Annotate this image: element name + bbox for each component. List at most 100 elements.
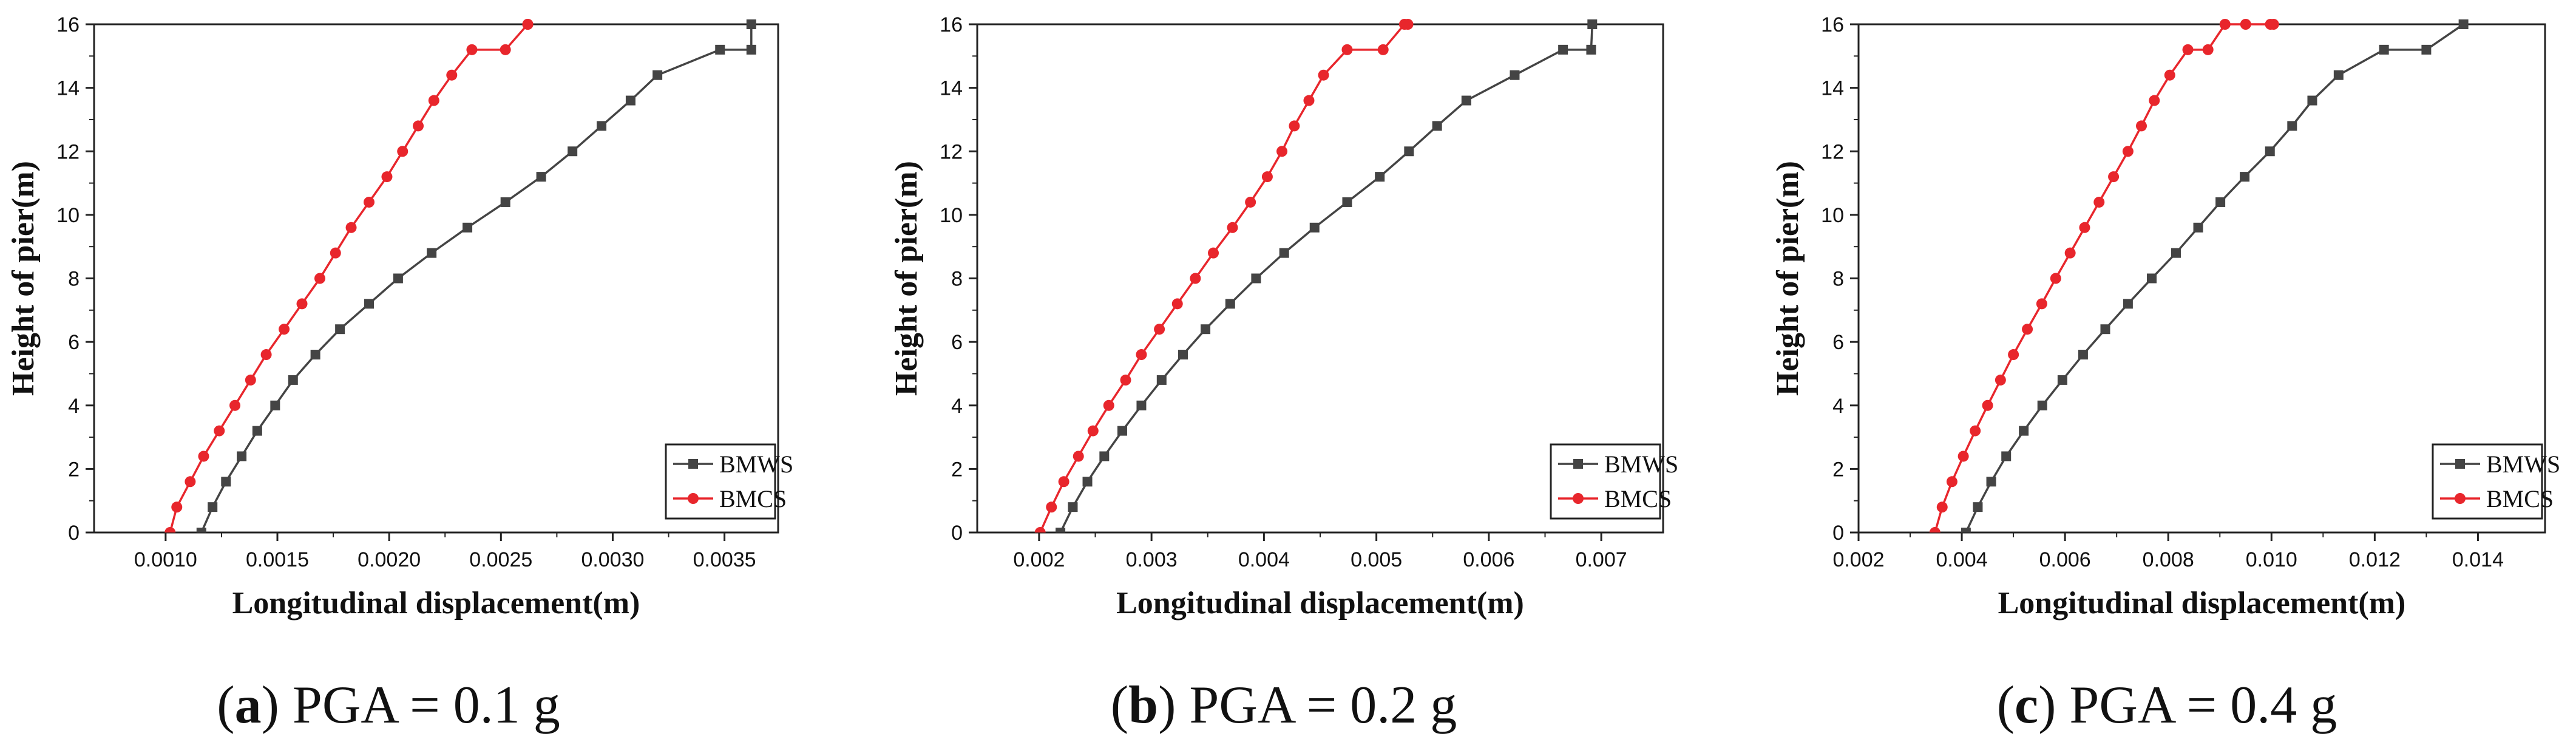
y-tick-label-b: 4 — [951, 395, 963, 418]
series-line-bmws-a — [200, 24, 753, 532]
series-line-bmcs-a — [169, 23, 529, 532]
point-bmws-a — [746, 44, 756, 55]
point-bmws-c — [2147, 273, 2157, 284]
point-bmws-b — [1099, 451, 1110, 461]
panel-b: (b) PGA = 0.2 g 0 2 4 6 8 10 12 14 16 0.002 0.003 0… — [889, 13, 1678, 735]
point-bmcs-b — [1087, 425, 1099, 437]
plot-area-c — [1929, 19, 2469, 532]
caption-letter-c: c — [2015, 676, 2038, 735]
series-line-bmcs-c — [1934, 23, 2274, 532]
point-bmcs-a — [229, 400, 241, 411]
point-bmcs-a — [185, 476, 196, 488]
x-tick-label-a: 0.0010 — [134, 548, 197, 571]
point-bmws-c — [2307, 95, 2317, 106]
x-axis-title-c: Longitudinal displacement(m) — [1998, 586, 2406, 621]
point-bmcs-b — [1103, 400, 1114, 411]
y-tick-label-b: 14 — [940, 77, 963, 100]
x-axis-title-b: Longitudinal displacement(m) — [1116, 586, 1524, 621]
point-bmws-b — [1342, 197, 1352, 207]
y-tick-label-c: 10 — [1821, 204, 1844, 227]
legend-marker-bmws-b — [1573, 459, 1583, 469]
caption-b: (b) PGA = 0.2 g — [1111, 676, 1457, 735]
legend-label-bmcs-b: BMCS — [1604, 485, 1672, 512]
point-bmcs-c — [1929, 527, 1940, 532]
point-bmcs-a — [279, 324, 290, 335]
point-bmcs-a — [245, 374, 256, 386]
point-bmws-c — [2458, 19, 2469, 29]
point-bmws-a — [463, 222, 473, 233]
legend-marker-bmws-a — [688, 459, 698, 469]
y-tick-label-c: 4 — [1832, 395, 1844, 418]
point-bmcs-a — [466, 44, 478, 55]
point-bmws-c — [2421, 44, 2432, 55]
point-bmcs-a — [397, 146, 408, 157]
legend-label-bmws-a: BMWS — [719, 451, 793, 478]
point-bmcs-b — [1120, 374, 1131, 386]
point-bmcs-c — [1936, 502, 1948, 513]
point-bmws-c — [2057, 375, 2067, 385]
point-bmws-a — [288, 375, 298, 385]
caption-text-b: PGA = 0.2 g — [1189, 676, 1457, 735]
point-bmws-b — [1587, 19, 1598, 29]
point-bmcs-b — [1190, 273, 1201, 284]
x-tick-label-a: 0.0015 — [246, 548, 309, 571]
point-bmws-b — [1251, 273, 1261, 284]
x-tick-label-b: 0.006 — [1463, 548, 1514, 571]
panel-a: (a) PGA = 0.1 g 0 2 4 6 8 10 12 14 16 0.0010 0.001… — [6, 13, 793, 735]
point-bmcs-b — [1046, 502, 1057, 513]
legend-a: BMWS BMCS — [665, 443, 793, 520]
y-tick-label-a: 12 — [56, 140, 80, 163]
point-bmws-a — [500, 197, 510, 207]
point-bmws-b — [1432, 121, 1442, 131]
y-tick-label-c: 0 — [1832, 522, 1844, 545]
y-tick-label-c: 6 — [1832, 331, 1844, 354]
legend-marker-bmcs-b — [1573, 493, 1584, 504]
point-bmcs-a — [345, 222, 357, 233]
x-tick-label-a: 0.0025 — [469, 548, 532, 571]
y-tick-label-c: 8 — [1832, 268, 1844, 291]
series-line-bmws-b — [1059, 24, 1594, 532]
point-bmcs-c — [2122, 146, 2134, 157]
x-tick-label-c: 0.012 — [2349, 548, 2401, 571]
point-bmws-c — [2001, 451, 2012, 461]
point-bmcs-c — [2149, 95, 2160, 106]
point-bmws-b — [1136, 400, 1147, 410]
point-bmws-a — [625, 95, 636, 106]
point-bmws-a — [270, 400, 280, 410]
caption-letter-a: a — [235, 676, 262, 735]
x-tick-label-b: 0.003 — [1126, 548, 1178, 571]
y-tick-label-b: 6 — [951, 331, 963, 354]
point-bmws-a — [536, 172, 546, 182]
point-bmcs-a — [428, 95, 439, 106]
point-bmcs-c — [2164, 69, 2175, 81]
caption-a: (a) PGA = 0.1 g — [217, 676, 560, 735]
point-bmcs-a — [296, 298, 308, 310]
point-bmws-b — [1586, 44, 1596, 55]
point-bmcs-b — [1261, 171, 1273, 183]
point-bmws-c — [2037, 400, 2047, 410]
point-bmcs-c — [1946, 476, 1957, 488]
point-bmws-a — [652, 70, 663, 80]
point-bmcs-b — [1318, 69, 1329, 81]
point-bmcs-b — [1171, 298, 1183, 310]
point-bmws-a — [196, 528, 206, 532]
point-bmws-b — [1309, 222, 1320, 233]
point-bmcs-a — [522, 19, 534, 30]
caption-text-a: PGA = 0.1 g — [293, 676, 560, 735]
y-tick-label-c: 16 — [1821, 13, 1844, 36]
x-tick-label-c: 0.002 — [1832, 548, 1884, 571]
x-tick-label-b: 0.005 — [1351, 548, 1402, 571]
point-bmcs-c — [1982, 400, 1993, 411]
y-tick-label-b: 8 — [951, 268, 963, 291]
point-bmws-c — [2078, 350, 2088, 360]
point-bmws-c — [2379, 44, 2389, 55]
point-bmcs-b — [1227, 222, 1238, 233]
point-bmws-c — [2240, 172, 2250, 182]
point-bmcs-a — [314, 273, 325, 284]
x-tick-label-c: 0.008 — [2143, 548, 2194, 571]
point-bmcs-b — [1289, 120, 1300, 132]
x-tick-label-c: 0.004 — [1936, 548, 1988, 571]
point-bmws-b — [1279, 248, 1289, 258]
point-bmcs-a — [364, 196, 375, 208]
point-bmcs-c — [2136, 120, 2147, 132]
